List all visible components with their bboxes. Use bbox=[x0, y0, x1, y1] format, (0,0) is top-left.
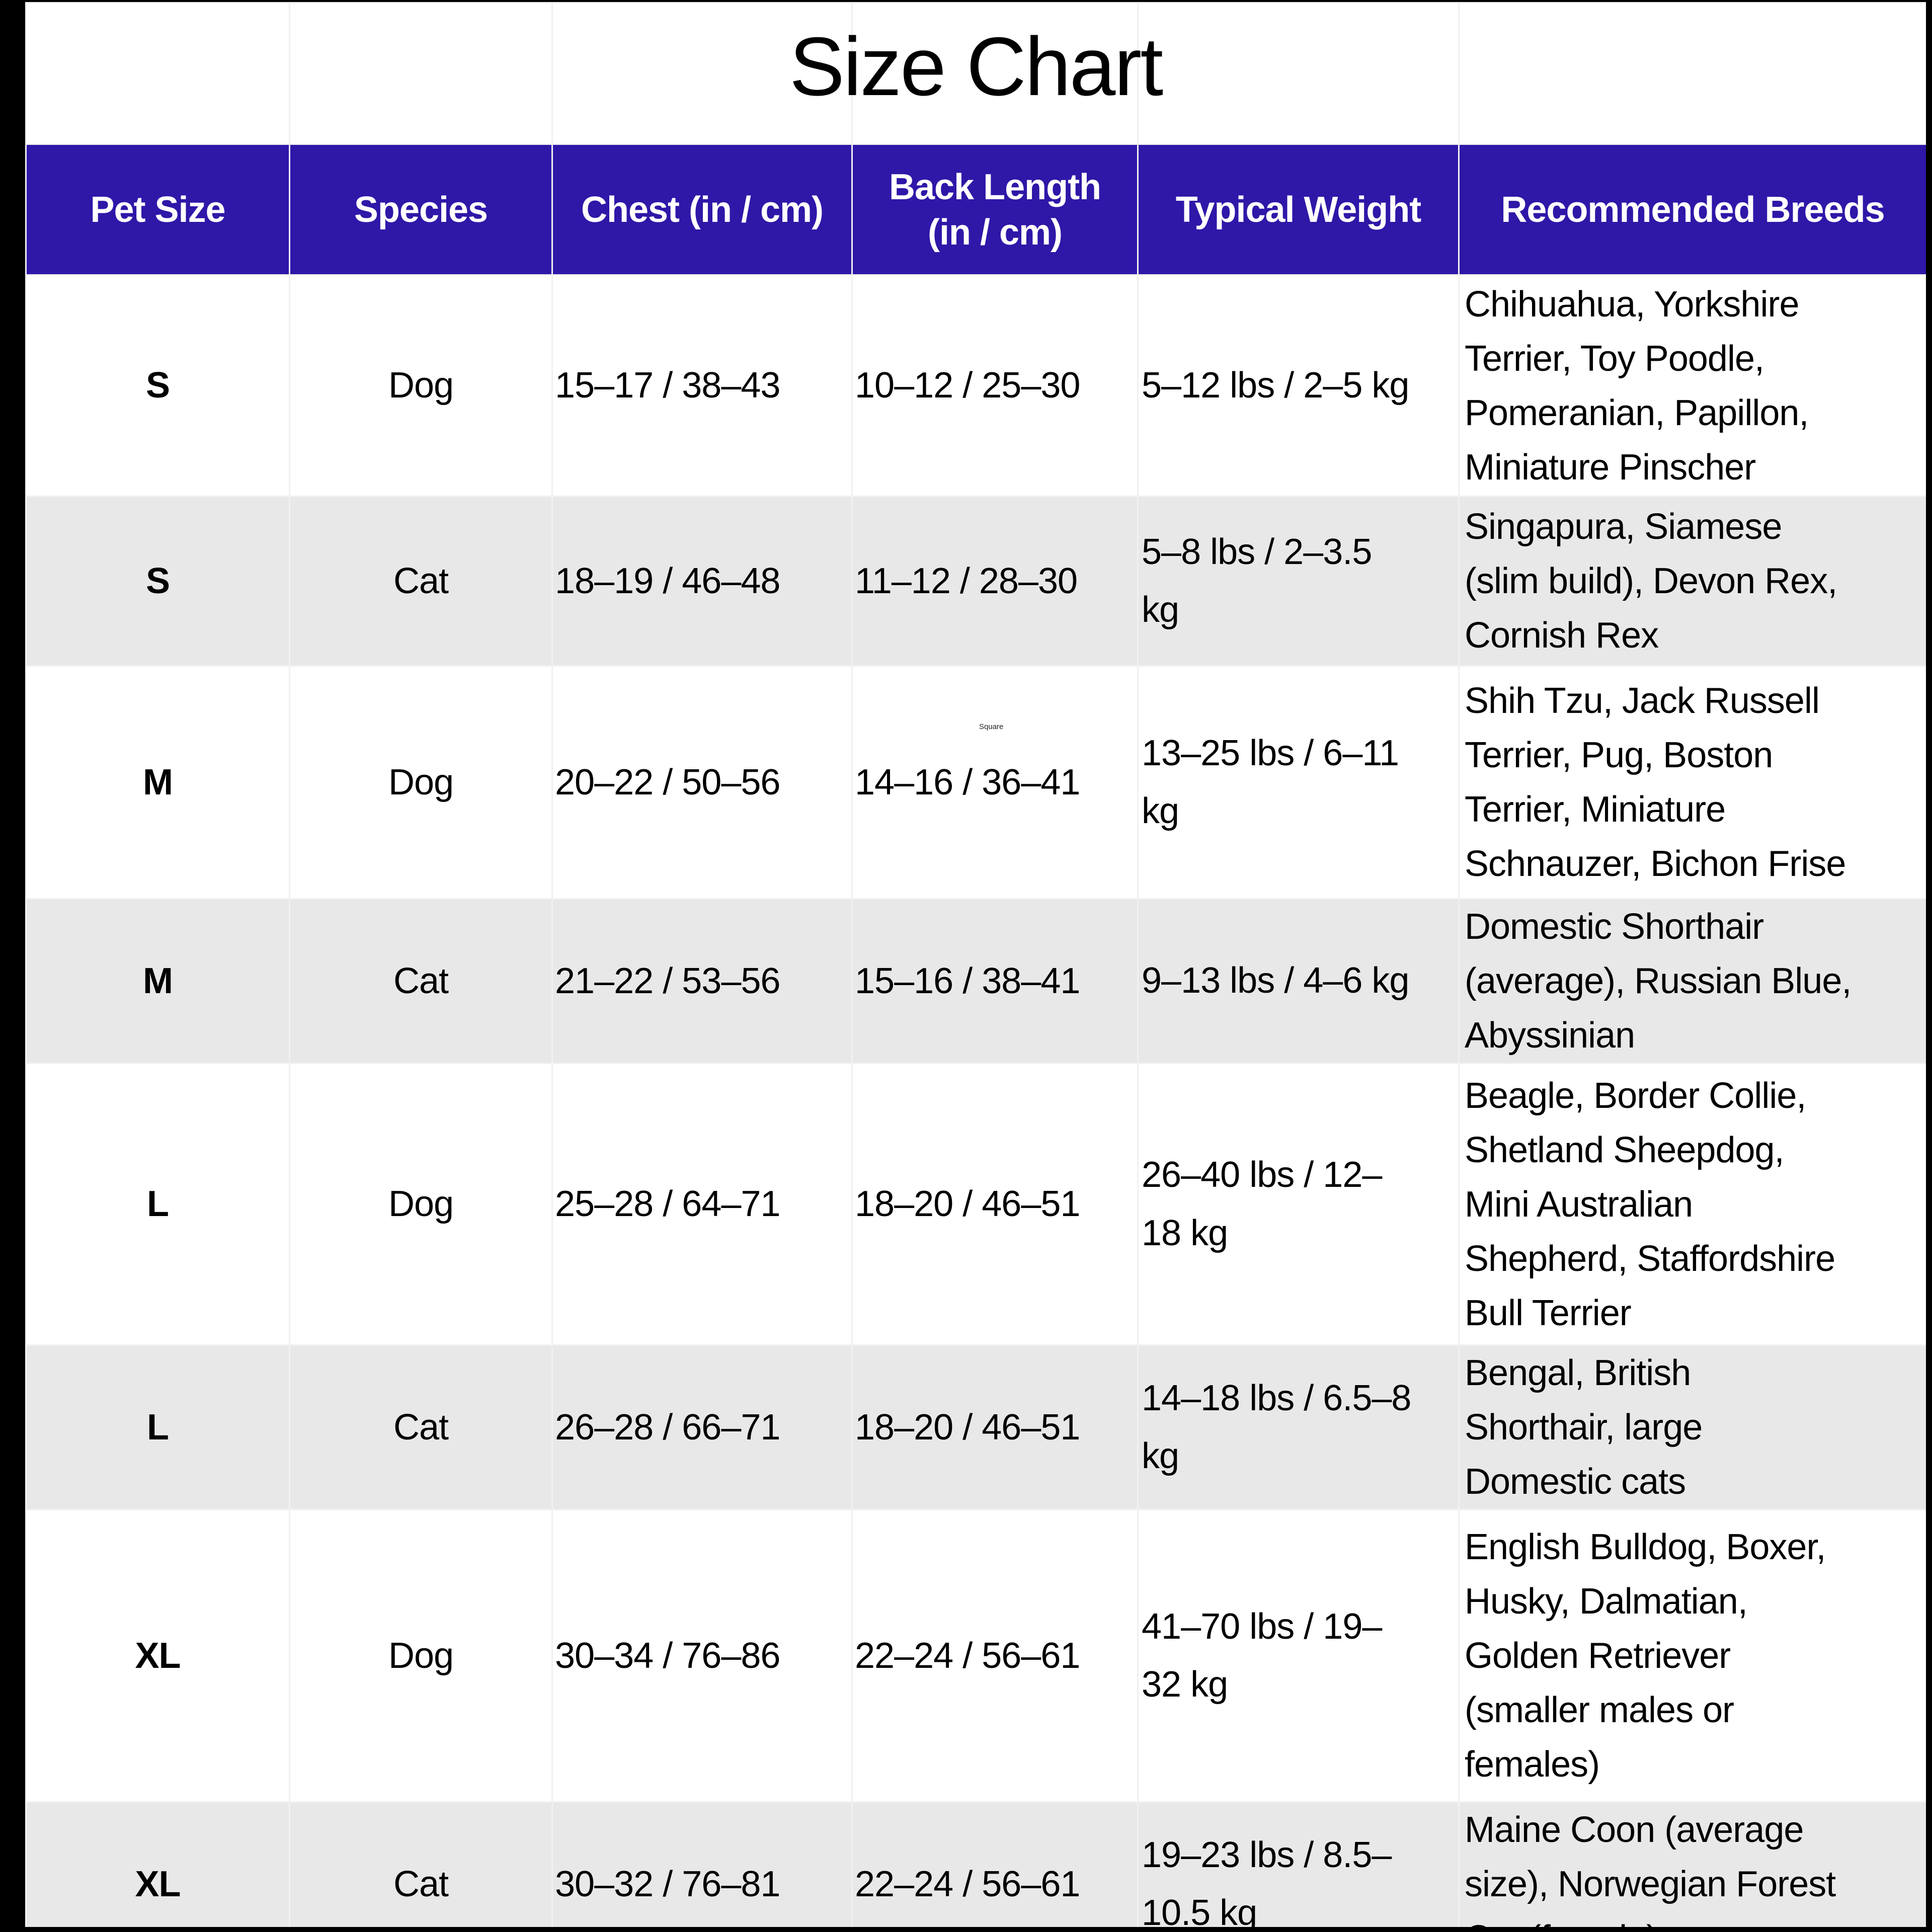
pet-size-cell: S bbox=[25, 496, 290, 667]
pet-size-cell: M bbox=[25, 898, 290, 1064]
chest-cell: 30–34 / 76–86 bbox=[551, 1509, 853, 1803]
header-cell-species: Species bbox=[289, 143, 553, 276]
chest-cell: 30–32 / 76–81 bbox=[551, 1801, 853, 1927]
title-spacer-cell bbox=[1458, 2, 1926, 145]
breeds-cell: English Bulldog, Boxer, Husky, Dalmatian… bbox=[1458, 1509, 1926, 1803]
chest-cell: 26–28 / 66–71 bbox=[551, 1344, 853, 1510]
chart-frame: Size Chart Pet Size Species Chest (in / … bbox=[25, 2, 1926, 1927]
table-row-l-dog: L Dog 25–28 / 64–71 18–20 / 46–51 26–40 … bbox=[25, 1063, 1926, 1346]
species-cell: Cat bbox=[289, 1801, 553, 1927]
title-spacer-cell bbox=[289, 2, 553, 145]
species-cell: Cat bbox=[289, 496, 553, 667]
title-spacer-cell bbox=[551, 2, 853, 145]
chest-cell: 18–19 / 46–48 bbox=[551, 496, 853, 667]
table-row-l-cat: L Cat 26–28 / 66–71 18–20 / 46–51 14–18 … bbox=[25, 1344, 1926, 1510]
back-length-cell: 10–12 / 25–30 bbox=[851, 274, 1139, 497]
weight-cell: 13–25 lbs / 6–11 kg bbox=[1137, 665, 1460, 900]
back-length-cell: 14–16 / 36–41 bbox=[851, 665, 1139, 900]
title-spacer-cell bbox=[1137, 2, 1460, 145]
header-cell-chest: Chest (in / cm) bbox=[551, 143, 853, 276]
table-row-s-cat: S Cat 18–19 / 46–48 11–12 / 28–30 5–8 lb… bbox=[25, 496, 1926, 667]
pet-size-cell: L bbox=[25, 1344, 290, 1510]
breeds-cell: Maine Coon (average size), Norwegian For… bbox=[1458, 1801, 1926, 1927]
title-spacer-cell bbox=[851, 2, 1139, 145]
species-cell: Dog bbox=[289, 665, 553, 900]
back-length-cell: 22–24 / 56–61 bbox=[851, 1801, 1139, 1927]
pet-size-cell: S bbox=[25, 274, 290, 497]
square-watermark-label: Square bbox=[979, 722, 1004, 731]
breeds-cell: Singapura, Siamese (slim build), Devon R… bbox=[1458, 496, 1926, 667]
table-row-xl-cat: XL Cat 30–32 / 76–81 22–24 / 56–61 19–23… bbox=[25, 1801, 1926, 1927]
back-length-cell: 22–24 / 56–61 bbox=[851, 1509, 1139, 1803]
header-cell-pet-size: Pet Size bbox=[25, 143, 290, 276]
species-cell: Dog bbox=[289, 1063, 553, 1346]
chest-cell: 25–28 / 64–71 bbox=[551, 1063, 853, 1346]
chest-cell: 15–17 / 38–43 bbox=[551, 274, 853, 497]
breeds-cell: Domestic Shorthair (average), Russian Bl… bbox=[1458, 898, 1926, 1064]
title-spacer-row bbox=[25, 2, 1926, 145]
title-spacer-cell bbox=[25, 2, 290, 145]
pet-size-cell: XL bbox=[25, 1509, 290, 1803]
back-length-cell: 15–16 / 38–41 bbox=[851, 898, 1139, 1064]
weight-cell: 19–23 lbs / 8.5– 10.5 kg bbox=[1137, 1801, 1460, 1927]
pet-size-cell: L bbox=[25, 1063, 290, 1346]
weight-cell: 14–18 lbs / 6.5–8 kg bbox=[1137, 1344, 1460, 1510]
species-cell: Dog bbox=[289, 274, 553, 497]
bottom-edge-strip bbox=[0, 1928, 1932, 1932]
breeds-cell: Shih Tzu, Jack Russell Terrier, Pug, Bos… bbox=[1458, 665, 1926, 900]
header-cell-recommended-breeds: Recommended Breeds bbox=[1458, 143, 1926, 276]
species-cell: Cat bbox=[289, 898, 553, 1064]
back-length-cell: 18–20 / 46–51 bbox=[851, 1063, 1139, 1346]
table-row-xl-dog: XL Dog 30–34 / 76–86 22–24 / 56–61 41–70… bbox=[25, 1509, 1926, 1803]
pet-size-cell: XL bbox=[25, 1801, 290, 1927]
weight-cell: 9–13 lbs / 4–6 kg bbox=[1137, 898, 1460, 1064]
header-cell-back-length: Back Length (in / cm) bbox=[851, 143, 1139, 276]
breeds-cell: Beagle, Border Collie, Shetland Sheepdog… bbox=[1458, 1063, 1926, 1346]
weight-cell: 5–8 lbs / 2–3.5 kg bbox=[1137, 496, 1460, 667]
chest-cell: 21–22 / 53–56 bbox=[551, 898, 853, 1064]
pet-size-cell: M bbox=[25, 665, 290, 900]
species-cell: Dog bbox=[289, 1509, 553, 1803]
weight-cell: 5–12 lbs / 2–5 kg bbox=[1137, 274, 1460, 497]
back-length-cell: 18–20 / 46–51 bbox=[851, 1344, 1139, 1510]
table-row-s-dog: S Dog 15–17 / 38–43 10–12 / 25–30 5–12 l… bbox=[25, 274, 1926, 497]
weight-cell: 26–40 lbs / 12– 18 kg bbox=[1137, 1063, 1460, 1346]
table-row-m-dog: M Dog 20–22 / 50–56 14–16 / 36–41 13–25 … bbox=[25, 665, 1926, 900]
table-row-m-cat: M Cat 21–22 / 53–56 15–16 / 38–41 9–13 l… bbox=[25, 898, 1926, 1064]
size-chart-table: Pet Size Species Chest (in / cm) Back Le… bbox=[25, 2, 1926, 1927]
header-cell-typical-weight: Typical Weight bbox=[1137, 143, 1460, 276]
chest-cell: 20–22 / 50–56 bbox=[551, 665, 853, 900]
back-length-cell: 11–12 / 28–30 bbox=[851, 496, 1139, 667]
weight-cell: 41–70 lbs / 19– 32 kg bbox=[1137, 1509, 1460, 1803]
table-header-row: Pet Size Species Chest (in / cm) Back Le… bbox=[25, 143, 1926, 276]
breeds-cell: Bengal, British Shorthair, large Domesti… bbox=[1458, 1344, 1926, 1510]
species-cell: Cat bbox=[289, 1344, 553, 1510]
breeds-cell: Chihuahua, Yorkshire Terrier, Toy Poodle… bbox=[1458, 274, 1926, 497]
